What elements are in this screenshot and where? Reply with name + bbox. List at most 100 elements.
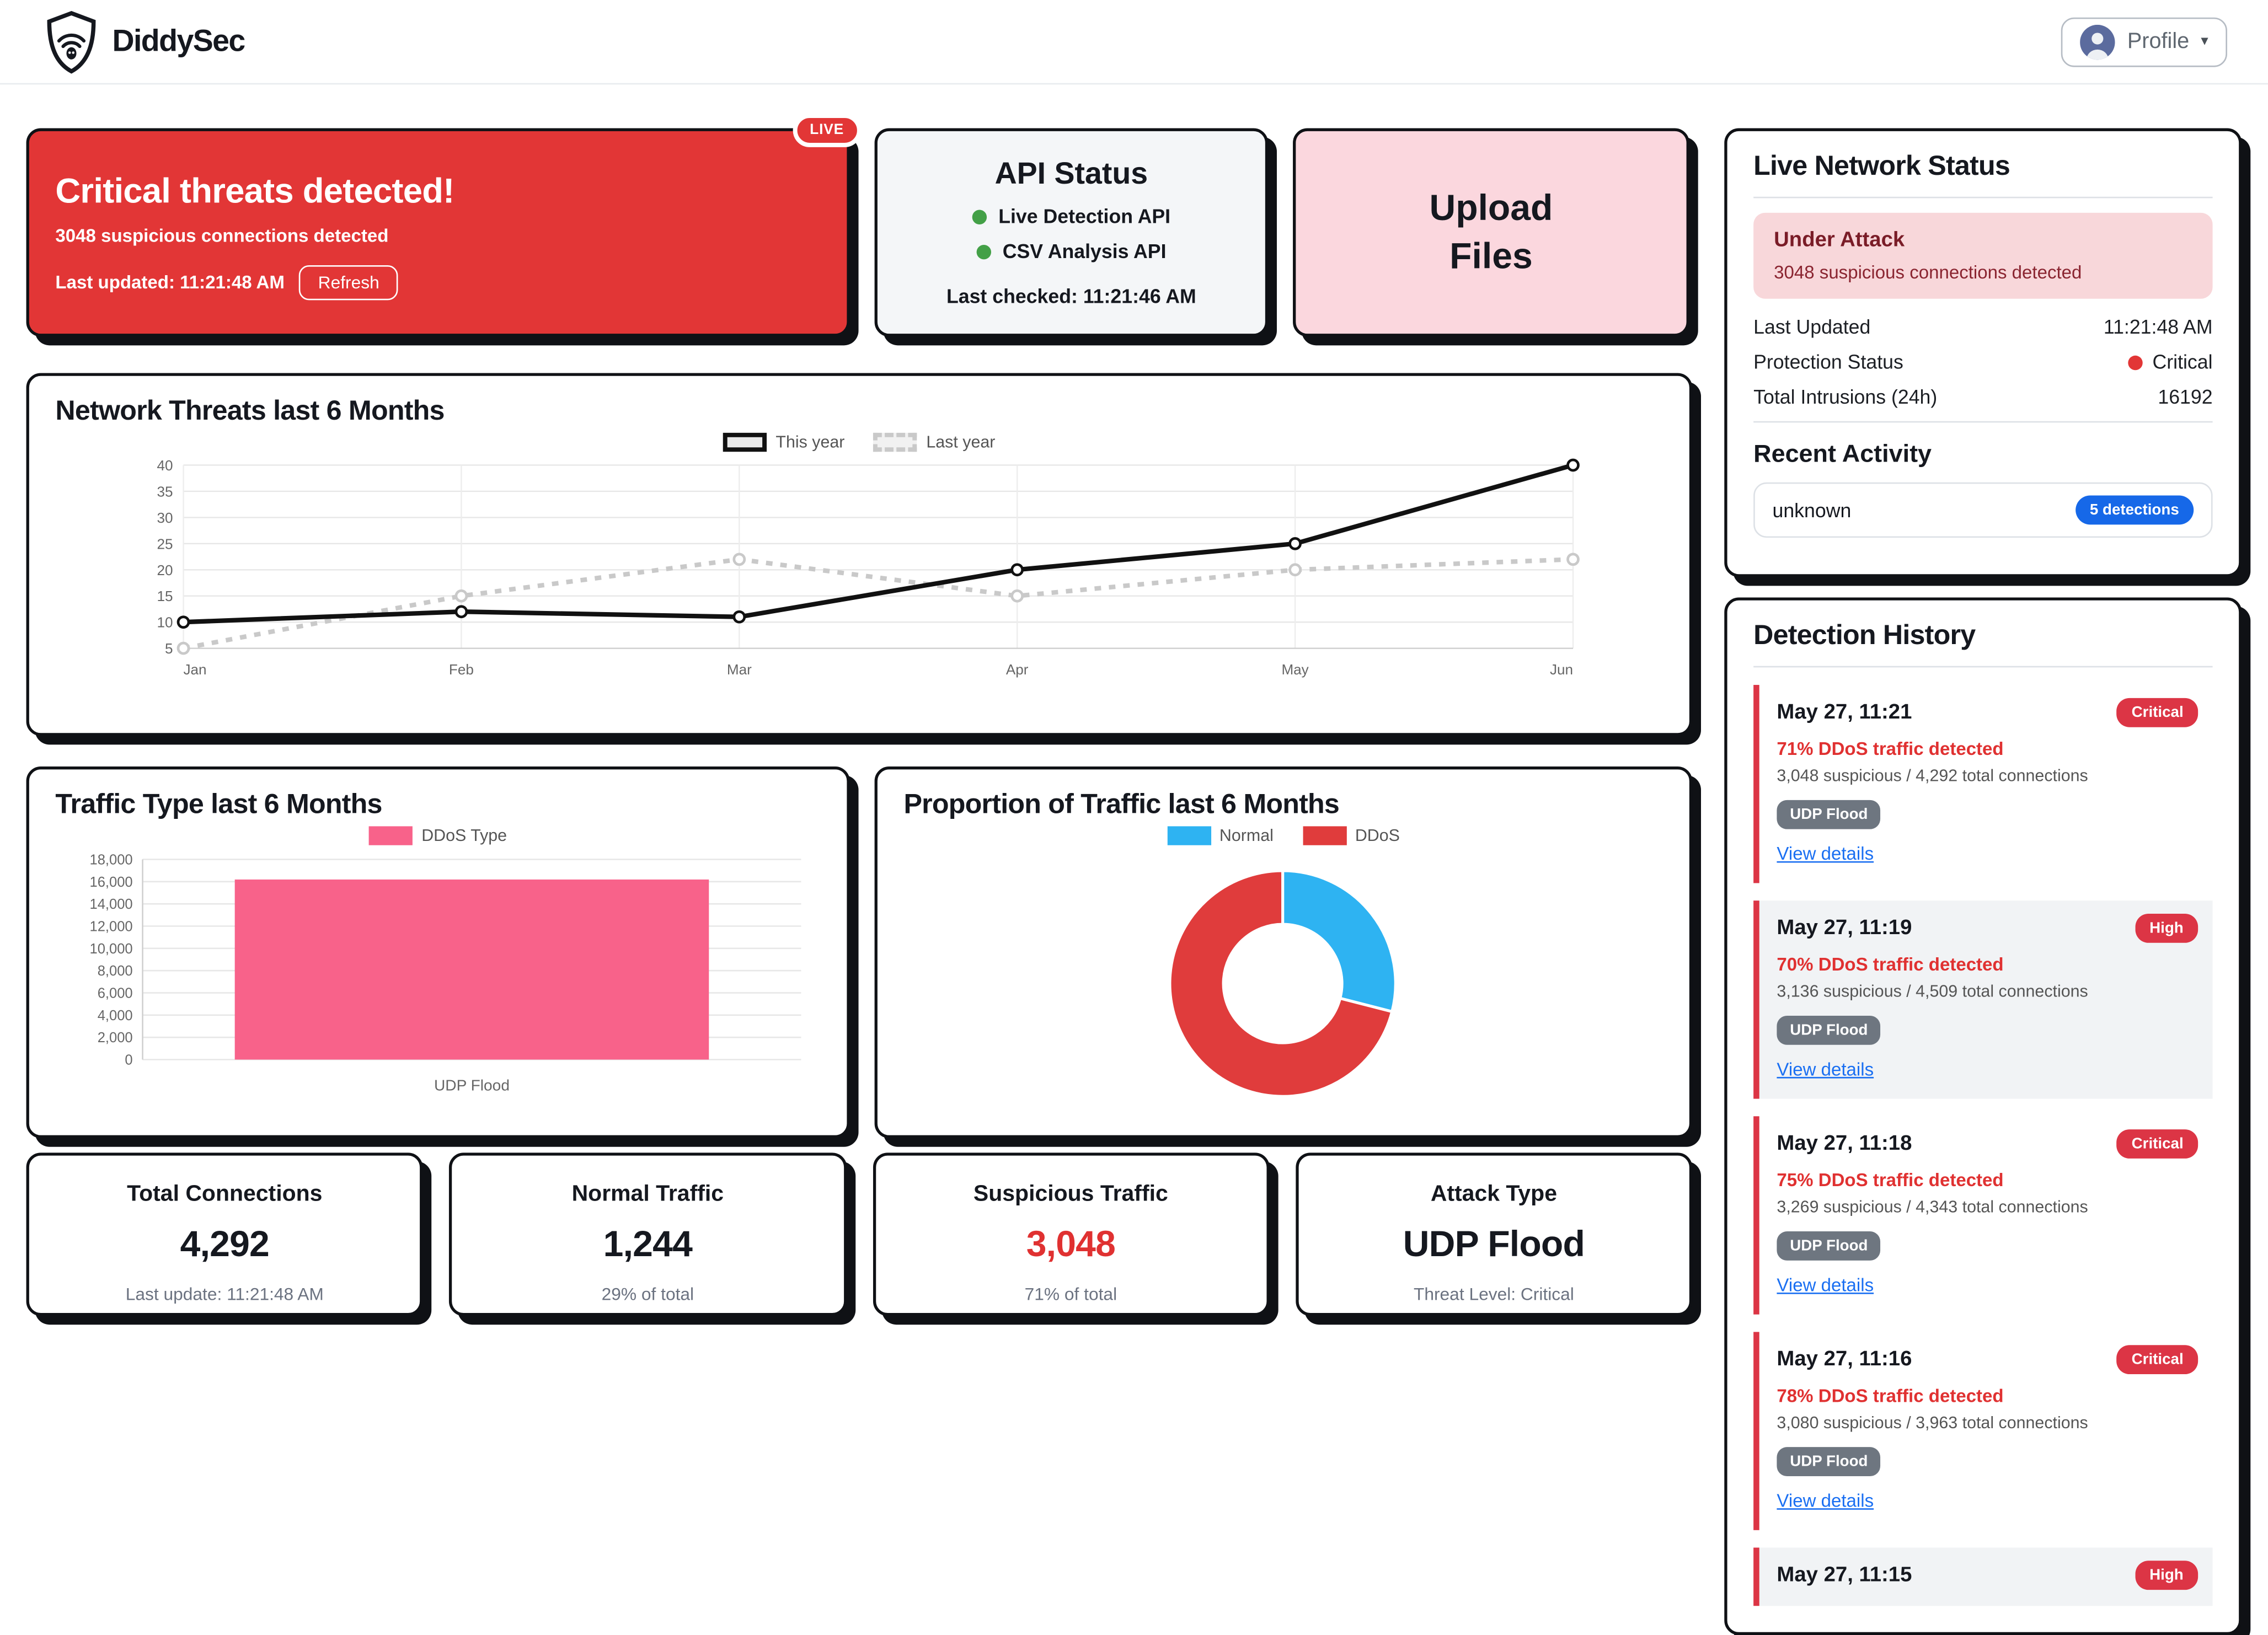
suspicious-traffic-card: Suspicious Traffic 3,048 71% of total: [872, 1152, 1270, 1316]
legend-item: Last year: [874, 432, 995, 452]
status-dot-icon: [972, 209, 987, 224]
traffic-type-panel: Traffic Type last 6 Months DDoS Type 0 2,…: [26, 766, 850, 1138]
detections-count-badge: 5 detections: [2075, 495, 2194, 525]
svg-text:Feb: Feb: [449, 661, 474, 678]
api-last-checked: Last checked: 11:21:46 AM: [946, 285, 1196, 308]
right-sidebar: Live Network Status Under Attack 3048 su…: [1724, 128, 2242, 1635]
critical-threats-card: LIVE Critical threats detected! 3048 sus…: [26, 114, 862, 337]
detection-connections: 3,269 suspicious / 4,343 total connectio…: [1777, 1199, 2088, 1217]
normal-traffic-card: Normal Traffic 1,244 29% of total: [449, 1152, 847, 1316]
api-service-row: Live Detection API: [892, 206, 1250, 227]
threats-chart-legend: This year Last year: [55, 432, 1663, 452]
live-badge: LIVE: [792, 114, 862, 147]
stat-subtext: 71% of total: [1024, 1284, 1117, 1305]
legend-label: DDoS: [1355, 827, 1400, 845]
view-details-link[interactable]: View details: [1777, 1275, 1874, 1296]
view-details-link[interactable]: View details: [1777, 1059, 1874, 1080]
detection-entry: May 27, 11:16 Critical 78% DDoS traffic de…: [1753, 1332, 2212, 1530]
proportion-panel: Proportion of Traffic last 6 Months Norm…: [874, 766, 1693, 1138]
legend-item: DDoS: [1302, 826, 1400, 845]
divider: [1753, 666, 2213, 668]
threats-chart-title: Network Threats last 6 Months: [55, 396, 445, 427]
detection-entry: May 27, 11:21 Critical 71% DDoS traffic de…: [1753, 685, 2212, 883]
live-network-status-panel: Live Network Status Under Attack 3048 su…: [1724, 128, 2242, 577]
brand: DiddySec: [44, 9, 245, 73]
chevron-down-icon: ▾: [2201, 33, 2208, 50]
detection-percent: 78% DDoS traffic detected: [1777, 1386, 2004, 1407]
dashboard-page: DiddySec Profile ▾ LIVE Critical threats…: [0, 9, 2268, 1635]
severity-badge: Critical: [2117, 1129, 2199, 1159]
proportion-chart-legend: Normal DDoS: [903, 826, 1663, 845]
main-content: LIVE Critical threats detected! 3048 sus…: [0, 84, 2268, 1635]
stat-title: Suspicious Traffic: [973, 1182, 1168, 1207]
status-row: Protection Status Critical: [1753, 351, 2212, 373]
legend-swatch-icon: [874, 432, 918, 452]
attack-type-badge: UDP Flood: [1777, 1231, 1881, 1261]
status-label: Total Intrusions (24h): [1753, 386, 1938, 408]
charts-row: Traffic Type last 6 Months DDoS Type 0 2,…: [26, 766, 1693, 1138]
svg-text:20: 20: [157, 562, 173, 578]
svg-text:2,000: 2,000: [98, 1030, 133, 1046]
detection-percent: 70% DDoS traffic detected: [1777, 954, 2004, 975]
stats-row: Total Connections 4,292 Last update: 11:…: [26, 1152, 1693, 1316]
upload-files-button[interactable]: Upload Files: [1293, 128, 1689, 337]
svg-text:May: May: [1281, 661, 1308, 678]
network-threats-panel: Network Threats last 6 Months This year L…: [26, 373, 1693, 736]
stat-title: Total Connections: [127, 1182, 323, 1207]
alert-subtitle: 3048 suspicious connections detected: [55, 226, 389, 246]
detection-date: May 27, 11:21: [1777, 701, 1912, 725]
status-label: Last Updated: [1753, 316, 1871, 339]
legend-label: DDoS Type: [421, 827, 507, 845]
detection-connections: 3,080 suspicious / 3,963 total connectio…: [1777, 1415, 2088, 1433]
legend-swatch-icon: [369, 826, 413, 845]
critical-dot-icon: [2127, 355, 2143, 369]
legend-item: This year: [723, 432, 844, 452]
status-row: Total Intrusions (24h) 16192: [1753, 386, 2212, 408]
detection-connections: 3,136 suspicious / 4,509 total connectio…: [1777, 983, 2088, 1001]
traffic-chart-title: Traffic Type last 6 Months: [55, 790, 382, 821]
api-status-title: API Status: [994, 157, 1148, 191]
stat-subtext: Last update: 11:21:48 AM: [125, 1284, 324, 1305]
status-value: 11:21:48 AM: [2103, 316, 2213, 339]
detection-entry: May 27, 11:15 High: [1753, 1547, 2213, 1606]
status-dot-icon: [976, 244, 991, 259]
svg-text:Jan: Jan: [184, 661, 207, 678]
detection-date: May 27, 11:19: [1777, 916, 1912, 940]
refresh-button[interactable]: Refresh: [299, 265, 399, 301]
severity-badge: Critical: [2117, 1345, 2199, 1375]
legend-swatch-icon: [1167, 826, 1211, 845]
severity-badge: High: [2135, 913, 2199, 943]
stat-value: 4,292: [180, 1224, 270, 1265]
view-details-link[interactable]: View details: [1777, 1491, 1874, 1511]
stat-subtext: Threat Level: Critical: [1413, 1284, 1574, 1305]
stat-value: UDP Flood: [1403, 1224, 1585, 1265]
detection-connections: 3,048 suspicious / 4,292 total connectio…: [1777, 768, 2088, 786]
stat-title: Normal Traffic: [571, 1182, 724, 1207]
svg-text:Mar: Mar: [727, 661, 752, 678]
svg-text:UDP Flood: UDP Flood: [434, 1077, 510, 1094]
detection-entry: May 27, 11:19 High 70% DDoS traffic detect…: [1753, 900, 2213, 1099]
svg-text:16,000: 16,000: [90, 875, 133, 890]
svg-text:12,000: 12,000: [90, 919, 133, 934]
view-details-link[interactable]: View details: [1777, 844, 1874, 865]
svg-text:40: 40: [157, 457, 173, 474]
status-value: 16192: [2158, 386, 2213, 408]
legend-item: DDoS Type: [369, 826, 507, 845]
severity-badge: High: [2135, 1561, 2199, 1590]
legend-swatch-icon: [723, 432, 767, 452]
svg-text:25: 25: [157, 535, 173, 552]
profile-button[interactable]: Profile ▾: [2061, 17, 2228, 67]
shield-logo-icon: [47, 10, 96, 73]
detection-percent: 71% DDoS traffic detected: [1777, 738, 2004, 759]
attack-type-badge: UDP Flood: [1777, 1447, 1881, 1477]
attack-type-card: Attack Type UDP Flood Threat Level: Crit…: [1295, 1152, 1693, 1316]
detection-percent: 75% DDoS traffic detected: [1777, 1170, 2004, 1191]
detection-entry: May 27, 11:18 Critical 75% DDoS traffic de…: [1753, 1116, 2212, 1315]
svg-text:Jun: Jun: [1550, 661, 1573, 678]
recent-activity-item: unknown 5 detections: [1753, 482, 2213, 538]
upload-label-line2: Files: [1449, 235, 1533, 276]
recent-activity-title: Recent Activity: [1753, 440, 1932, 468]
upload-label-line1: Upload: [1429, 187, 1553, 229]
svg-text:0: 0: [125, 1052, 132, 1068]
severity-badge: Critical: [2117, 698, 2199, 727]
